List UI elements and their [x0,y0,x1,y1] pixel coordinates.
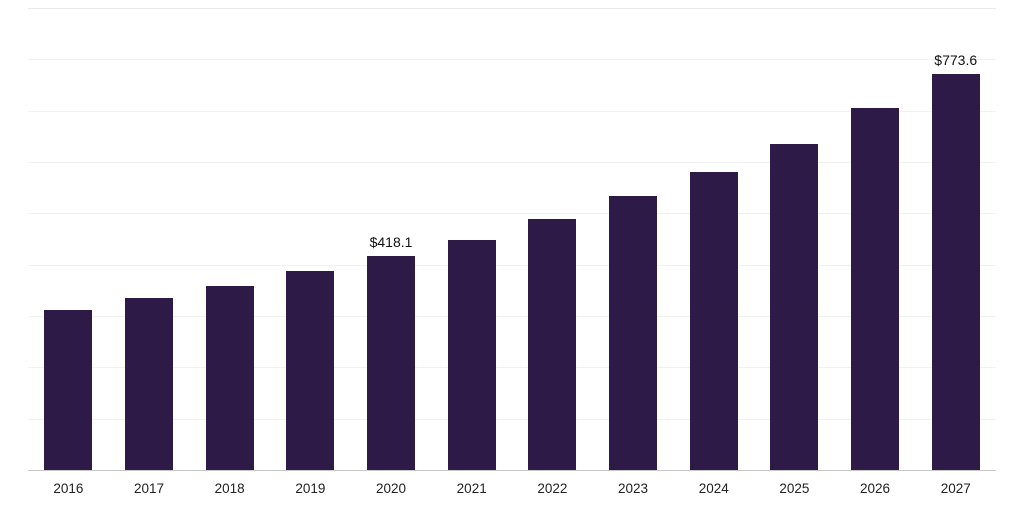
bar-value-label-2020: $418.1 [369,234,413,251]
bar-2016 [44,309,93,471]
bar-2024 [689,171,738,471]
gridline [28,110,996,112]
x-axis-label-2024: 2024 [698,481,729,496]
gridline [28,162,996,164]
bar-2026 [851,108,900,471]
x-axis-label-2020: 2020 [376,481,407,496]
bar-slot-2016 [28,9,109,471]
bar-value-label-2027: $773.6 [934,51,978,68]
x-axis-labels: 2016 2017 2018 2019 2020 2021 2022 2023 2024 2025… [28,481,996,496]
bar-slot-2024 [673,9,754,471]
x-axis-label-2021: 2021 [456,481,487,496]
bar-2018 [205,286,254,471]
x-axis-label-2026: 2026 [860,481,891,496]
bar-slot-2027: $773.6 [915,9,996,471]
x-axis-label-2027: 2027 [940,481,971,496]
gridline [28,367,996,369]
x-axis-label-2019: 2019 [295,481,326,496]
bar-slot-2025 [754,9,835,471]
x-axis-label-2025: 2025 [779,481,810,496]
bar-2023 [609,196,658,471]
x-axis-label-2016: 2016 [53,481,84,496]
x-axis-label-2022: 2022 [537,481,568,496]
gridline [28,59,996,61]
bar-slot-2020: $418.1 [351,9,432,471]
bar-2025 [770,144,819,471]
x-axis-label-2018: 2018 [214,481,245,496]
gridline [28,418,996,420]
x-axis-label-2023: 2023 [618,481,649,496]
bar-2022 [528,219,577,471]
bar-slot-2017 [109,9,190,471]
x-axis-label-2017: 2017 [133,481,165,496]
x-axis-line [28,470,996,471]
bar-series: $418.1 $773.6 [28,9,996,471]
gridline [28,213,996,215]
bar-slot-2021 [431,9,512,471]
bar-2027 [931,73,980,471]
bar-slot-2026 [835,9,916,471]
bar-slot-2022 [512,9,593,471]
bar-2020 [367,256,416,471]
bar-2017 [125,298,173,471]
gridline [28,316,996,318]
bar-slot-2019 [270,9,351,471]
bar-slot-2023 [593,9,674,471]
bar-slot-2018 [189,9,270,471]
plot-area: $418.1 $773.6 [28,8,996,471]
bar-2019 [286,271,335,471]
bar-2021 [447,239,496,471]
gridline [28,264,996,266]
